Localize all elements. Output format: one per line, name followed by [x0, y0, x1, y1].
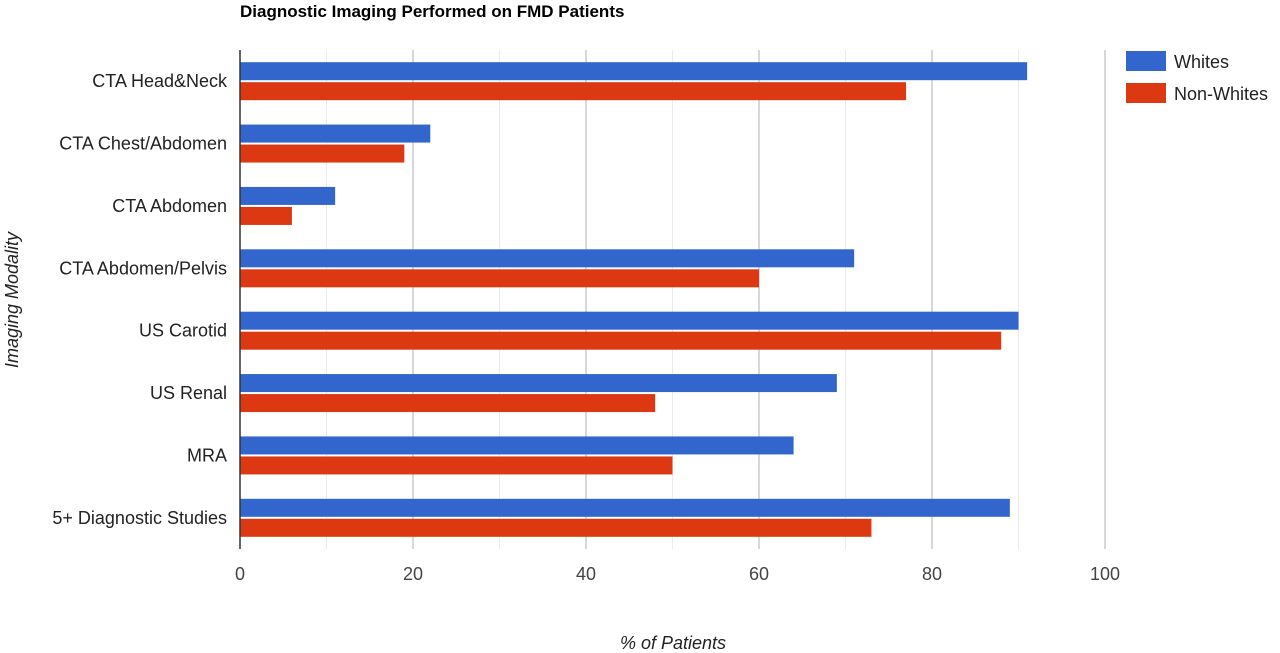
bar-whites [240, 374, 837, 393]
bar-non-whites [240, 206, 292, 225]
category-labels: CTA Head&Neck CTA Chest/Abdomen CTA Abdome… [52, 71, 228, 528]
x-tick-label: 20 [403, 564, 423, 584]
x-tick-label: 60 [749, 564, 769, 584]
legend-label: Whites [1174, 52, 1229, 72]
bar-non-whites [240, 331, 1002, 350]
x-tick-label: 80 [922, 564, 942, 584]
chart-title: Diagnostic Imaging Performed on FMD Pati… [240, 2, 624, 21]
category-label: US Renal [150, 383, 227, 403]
category-label: CTA Head&Neck [92, 71, 228, 91]
category-label: CTA Abdomen [112, 196, 227, 216]
bar-whites [240, 249, 855, 268]
bar-non-whites [240, 518, 872, 537]
legend-swatch [1126, 83, 1166, 103]
bar-non-whites [240, 82, 907, 101]
x-tick-label: 100 [1090, 564, 1120, 584]
category-label: CTA Abdomen/Pelvis [59, 258, 227, 278]
legend: Whites Non-Whites [1126, 51, 1268, 104]
bar-whites [240, 436, 794, 455]
bars [240, 62, 1028, 537]
bar-whites [240, 124, 431, 143]
category-label: US Carotid [139, 321, 227, 341]
category-label: CTA Chest/Abdomen [59, 134, 227, 154]
x-axis-title: % of Patients [620, 633, 726, 653]
legend-swatch [1126, 51, 1166, 71]
bar-whites [240, 186, 336, 205]
x-tick-labels: 0 20 40 60 80 100 [235, 564, 1120, 584]
bar-non-whites [240, 269, 759, 288]
x-tick-label: 0 [235, 564, 245, 584]
legend-label: Non-Whites [1174, 84, 1268, 104]
y-axis-title: Imaging Modality [2, 231, 22, 368]
bar-non-whites [240, 456, 673, 475]
bar-whites [240, 498, 1010, 517]
category-label: MRA [187, 445, 227, 465]
bar-whites [240, 311, 1019, 330]
category-label: 5+ Diagnostic Studies [52, 508, 227, 528]
bar-non-whites [240, 394, 656, 413]
bar-whites [240, 62, 1028, 81]
bar-non-whites [240, 144, 405, 163]
x-tick-label: 40 [576, 564, 596, 584]
